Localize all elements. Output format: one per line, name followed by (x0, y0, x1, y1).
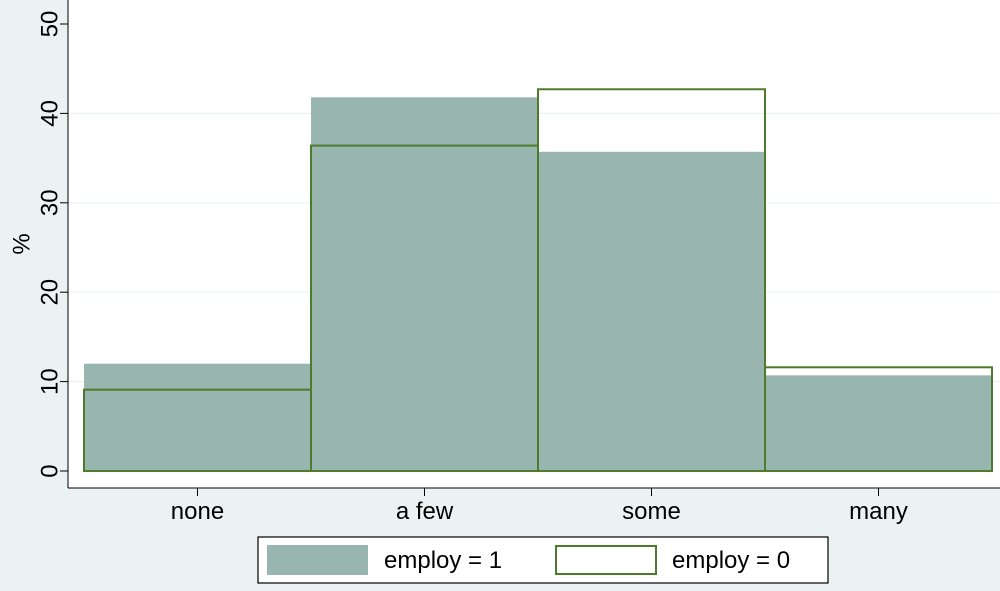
x-tick-label: none (171, 498, 224, 525)
y-tick-label: 50 (37, 11, 64, 38)
bar-employ-1 (538, 151, 765, 472)
legend-label-employ-1: employ = 1 (384, 547, 502, 574)
y-tick-label: 20 (37, 279, 64, 306)
bar-employ-1 (311, 97, 538, 472)
legend-swatch-employ-1 (267, 545, 368, 575)
legend-label-employ-0: employ = 0 (672, 547, 790, 574)
y-tick-label: 0 (37, 464, 64, 477)
bar-employ-0 (537, 88, 766, 473)
bar-employ-0 (764, 366, 993, 472)
y-tick-label: 10 (37, 368, 64, 395)
y-axis-title: % (9, 233, 36, 254)
x-tick-label: many (849, 498, 908, 525)
x-tick-label: a few (396, 498, 454, 525)
y-tick-label: 40 (37, 100, 64, 127)
legend-swatch-employ-0 (555, 545, 657, 575)
bar-employ-1 (84, 363, 311, 471)
x-tick-label: some (622, 498, 681, 525)
bar-employ-1 (765, 375, 992, 471)
y-tick-label: 30 (37, 189, 64, 216)
